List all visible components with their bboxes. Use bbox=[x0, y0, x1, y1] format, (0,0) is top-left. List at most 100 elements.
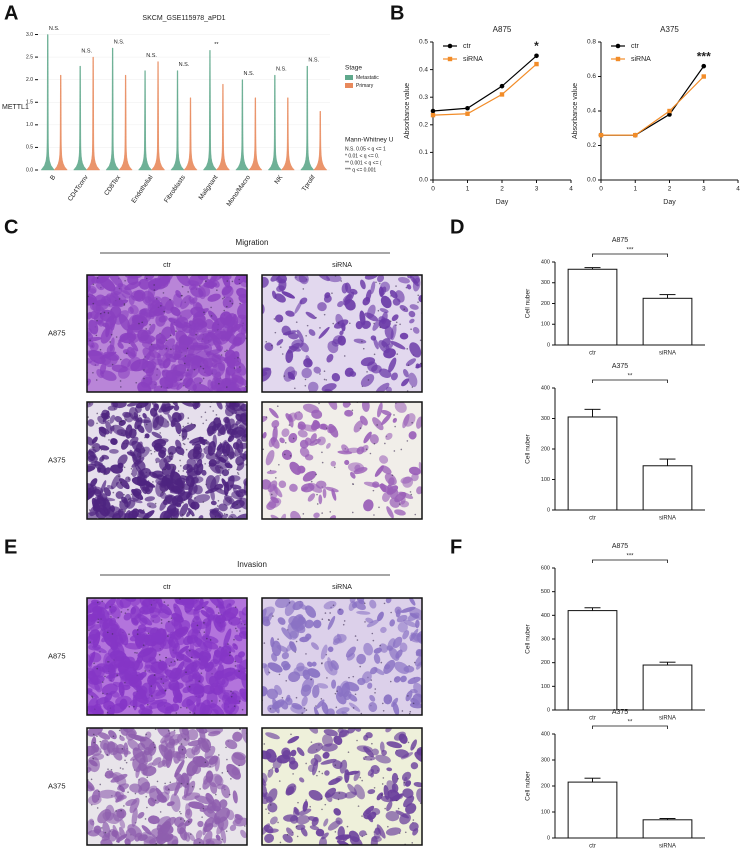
pore bbox=[378, 506, 380, 509]
error-bar bbox=[659, 818, 676, 820]
cell bbox=[148, 278, 163, 291]
cell bbox=[87, 293, 97, 306]
pore bbox=[191, 514, 194, 517]
pore bbox=[178, 434, 181, 437]
y-axis-label: Cell nuber bbox=[525, 433, 532, 463]
cell bbox=[414, 654, 422, 667]
cell bbox=[304, 619, 314, 629]
pore bbox=[223, 309, 226, 312]
cell bbox=[162, 751, 172, 767]
pore bbox=[225, 830, 228, 833]
y-tick-label: 200 bbox=[541, 660, 550, 666]
micrograph bbox=[87, 402, 247, 519]
cell bbox=[131, 467, 138, 478]
pore bbox=[116, 674, 119, 677]
pore bbox=[112, 491, 115, 494]
pore bbox=[193, 368, 196, 371]
cell bbox=[165, 353, 177, 363]
pore bbox=[325, 379, 328, 381]
pore bbox=[91, 446, 93, 448]
pore bbox=[384, 807, 386, 810]
cell bbox=[124, 642, 142, 650]
cell bbox=[209, 805, 222, 812]
pore bbox=[107, 661, 109, 663]
pore bbox=[204, 761, 207, 764]
panel-letter: F bbox=[450, 536, 462, 558]
pore bbox=[361, 340, 363, 343]
cell bbox=[234, 813, 244, 821]
cell bbox=[366, 619, 380, 628]
panel-letter: C bbox=[4, 216, 18, 238]
pore bbox=[188, 389, 190, 392]
cell bbox=[102, 618, 113, 630]
pore bbox=[120, 386, 122, 388]
cell bbox=[381, 410, 392, 416]
pore bbox=[354, 693, 357, 696]
pore bbox=[226, 758, 228, 761]
cell bbox=[194, 402, 201, 408]
chart-title: A875 bbox=[612, 543, 628, 550]
pore bbox=[238, 282, 241, 285]
pore bbox=[89, 641, 91, 643]
pore bbox=[343, 355, 346, 357]
pore bbox=[110, 333, 113, 336]
cell bbox=[133, 735, 147, 742]
cell bbox=[151, 299, 161, 309]
cell bbox=[385, 827, 402, 836]
cell bbox=[147, 815, 160, 825]
y-tick-label: 0.5 bbox=[419, 39, 428, 46]
cell bbox=[117, 283, 133, 296]
pore bbox=[141, 321, 143, 324]
pore bbox=[169, 452, 172, 454]
cell bbox=[174, 628, 188, 634]
cell bbox=[136, 512, 150, 518]
cell bbox=[409, 607, 422, 621]
cell bbox=[160, 740, 168, 753]
pore bbox=[331, 292, 333, 294]
cell bbox=[371, 748, 379, 756]
pore bbox=[87, 416, 89, 418]
x-tick-label: Fibroblasts bbox=[163, 174, 187, 205]
legend-label: siRNA bbox=[631, 56, 651, 63]
pore bbox=[109, 341, 111, 343]
pore bbox=[373, 514, 375, 516]
y-tick-label: 300 bbox=[541, 636, 550, 642]
pore bbox=[417, 294, 420, 297]
pore bbox=[234, 606, 237, 609]
cell bbox=[285, 310, 295, 317]
pore bbox=[154, 502, 157, 505]
pore bbox=[175, 330, 177, 333]
cell bbox=[358, 830, 367, 837]
pore bbox=[184, 355, 187, 357]
cell bbox=[395, 649, 403, 659]
cell bbox=[236, 664, 246, 673]
cell bbox=[296, 747, 305, 757]
cell bbox=[317, 275, 331, 282]
cell bbox=[106, 741, 116, 753]
cell bbox=[277, 617, 286, 625]
line bbox=[432, 55, 537, 112]
pore bbox=[233, 367, 236, 369]
pore bbox=[101, 681, 104, 683]
cell bbox=[186, 510, 191, 517]
pore bbox=[407, 695, 409, 697]
pore bbox=[175, 712, 178, 714]
cell bbox=[223, 416, 230, 424]
cell bbox=[330, 460, 337, 467]
cell bbox=[272, 290, 277, 299]
cell bbox=[188, 479, 195, 495]
cell bbox=[382, 492, 391, 502]
marker bbox=[633, 132, 638, 138]
pore bbox=[275, 477, 277, 479]
cell bbox=[297, 423, 304, 430]
cell bbox=[389, 488, 399, 499]
row-label: A375 bbox=[48, 781, 66, 790]
pore bbox=[119, 767, 122, 769]
cell bbox=[117, 783, 130, 791]
pore bbox=[288, 424, 291, 426]
cell bbox=[115, 795, 124, 803]
marker bbox=[465, 111, 470, 116]
cell bbox=[88, 652, 102, 663]
cell bbox=[268, 437, 276, 448]
cell bbox=[201, 738, 212, 751]
